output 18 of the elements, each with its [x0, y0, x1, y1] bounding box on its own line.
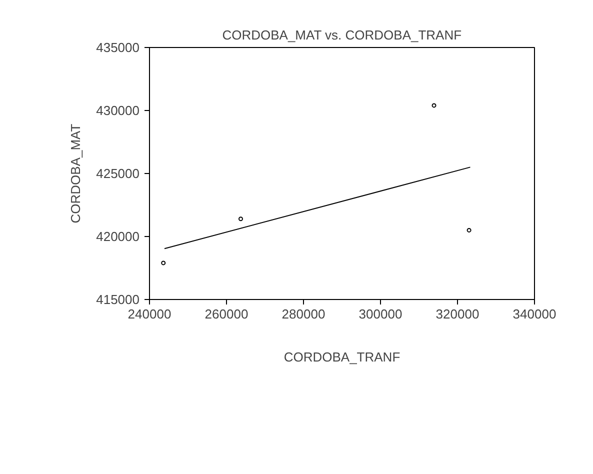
x-tick-label: 320000 [436, 306, 480, 322]
y-tick-label: 425000 [96, 166, 140, 181]
y-tick-label: 435000 [96, 40, 140, 55]
y-tick-label: 420000 [96, 229, 140, 244]
point [432, 103, 436, 108]
point [466, 228, 472, 232]
point [238, 216, 243, 222]
x-tick-label: 340000 [512, 306, 556, 322]
y-tick-label: 430000 [96, 103, 140, 118]
x-axis-title: CORDOBA_TRANF [284, 350, 400, 364]
chart-title: CORDOBA_MAT vs. CORDOBA_TRANF [222, 28, 462, 42]
x-tick-label: 240000 [128, 306, 172, 322]
x-tick-label: 280000 [282, 306, 326, 322]
x-tick-label: 300000 [358, 306, 402, 322]
y-axis-title: CORDOBA_MAT [68, 124, 84, 224]
point [161, 260, 166, 266]
x-tick-label: 260000 [204, 306, 248, 322]
y-tick-label: 415000 [96, 292, 140, 307]
